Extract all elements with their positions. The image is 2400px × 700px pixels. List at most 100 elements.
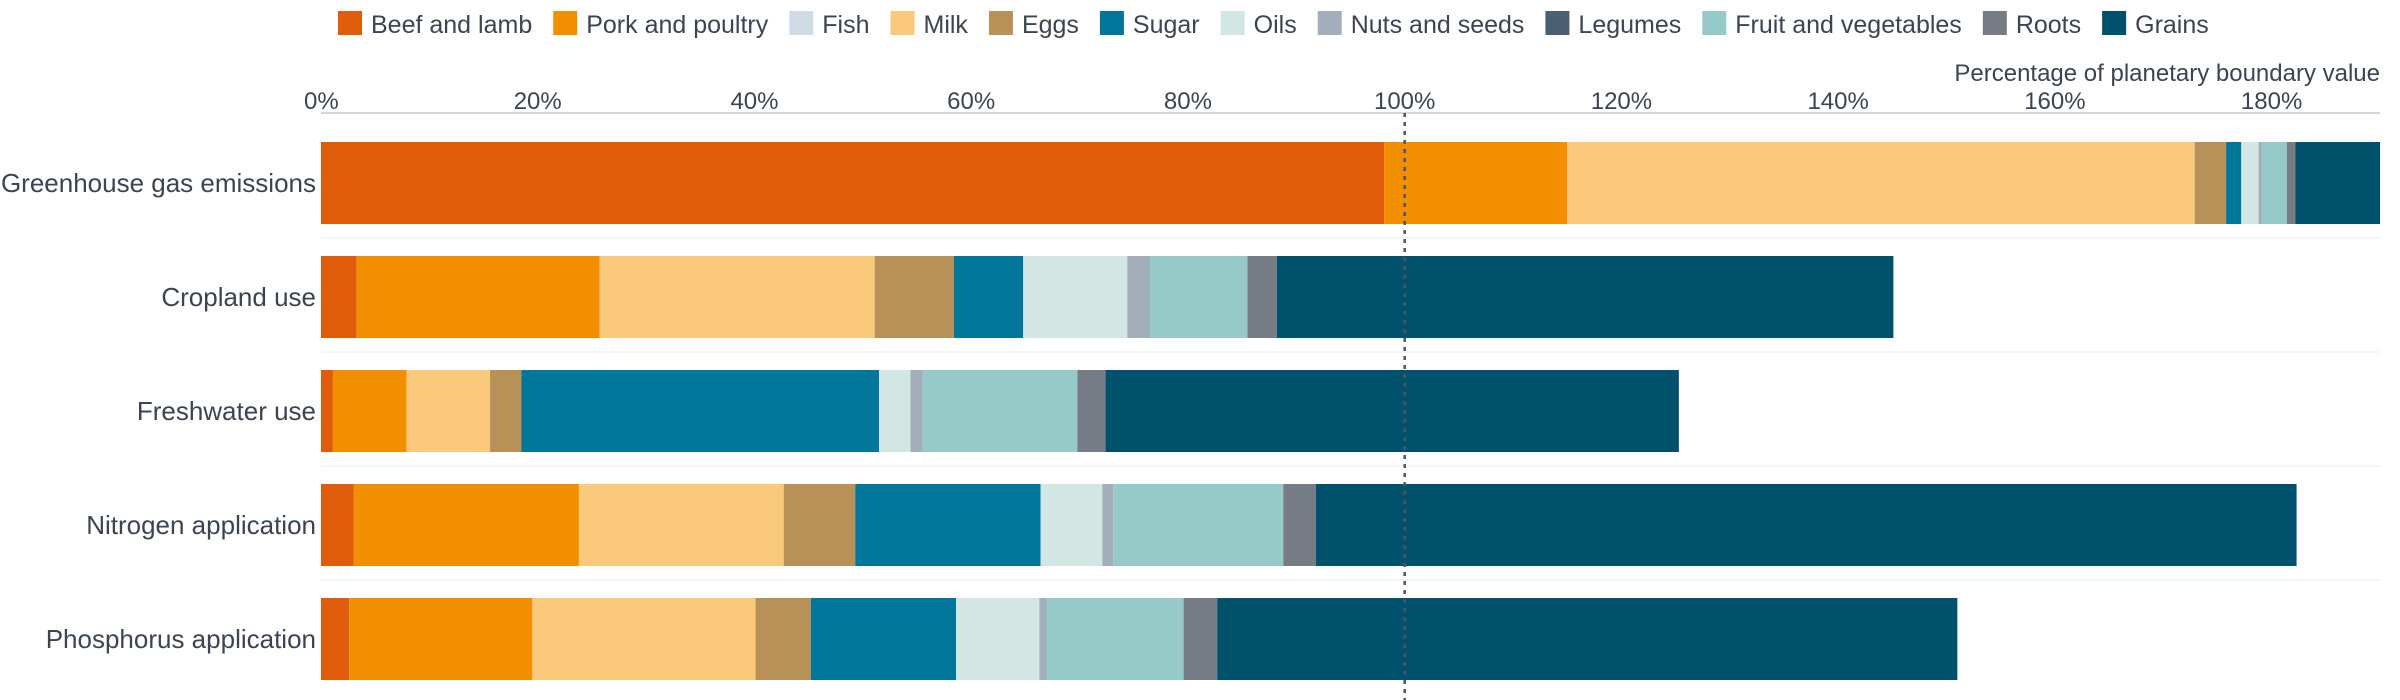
x-tick-label: 0%: [304, 88, 339, 115]
category-label-greenhouse-gas-emissions: Greenhouse gas emissions: [1, 168, 316, 198]
bar-nitrogen-application-eggs: [783, 484, 856, 566]
legend: Beef and lamb Pork and poultry Fish Milk Egg…: [338, 11, 2209, 39]
legend-swatch-sugar: [1099, 11, 1124, 35]
bar-freshwater-use-pork-and-poultry: [332, 370, 407, 452]
bar-phosphorus-application-roots: [1183, 598, 1218, 680]
bar-nitrogen-application-beef-and-lamb: [321, 484, 354, 566]
bar-cropland-use-nuts-and-seeds: [1127, 256, 1151, 338]
bar-nitrogen-application-oils: [1040, 484, 1103, 566]
bar-group-greenhouse-gas-emissions: [321, 142, 2380, 224]
category-label-phosphorus-application: Phosphorus application: [46, 624, 316, 654]
bars: [321, 142, 2380, 680]
legend-label-fruit-and-vegetables: Fruit and vegetables: [1735, 11, 1962, 39]
bar-freshwater-use-oils: [879, 370, 911, 452]
bar-freshwater-use-fruit-and-vegetables: [922, 370, 1078, 452]
bar-group-freshwater-use: [321, 370, 1679, 452]
bar-cropland-use-grains: [1276, 256, 1894, 338]
bar-nitrogen-application-pork-and-poultry: [353, 484, 579, 566]
bar-greenhouse-gas-emissions-sugar: [2226, 142, 2242, 224]
legend-label-roots: Roots: [2016, 11, 2081, 39]
bar-phosphorus-application-milk: [532, 598, 756, 680]
legend-swatch-fish: [789, 11, 814, 35]
bar-greenhouse-gas-emissions-fruit-and-vegetables: [2261, 142, 2287, 224]
bar-greenhouse-gas-emissions-milk: [1567, 142, 2195, 224]
category-label-freshwater-use: Freshwater use: [137, 396, 316, 426]
bar-cropland-use-milk: [599, 256, 875, 338]
x-tick-label: 120%: [1591, 88, 1652, 115]
category-label-nitrogen-application: Nitrogen application: [86, 510, 316, 540]
bar-greenhouse-gas-emissions-pork-and-poultry: [1384, 142, 1568, 224]
bar-freshwater-use-roots: [1077, 370, 1106, 452]
legend-swatch-eggs: [988, 11, 1013, 35]
bar-greenhouse-gas-emissions-beef-and-lamb: [321, 142, 1385, 224]
category-labels: Greenhouse gas emissions Cropland use Fres…: [1, 168, 316, 654]
legend-label-milk: Milk: [924, 11, 969, 39]
legend-swatch-grains: [2102, 11, 2127, 35]
x-tick-label: 100%: [1374, 88, 1435, 115]
legend-swatch-beef-and-lamb: [338, 11, 362, 35]
bar-cropland-use-sugar: [953, 256, 1024, 338]
category-label-cropland-use: Cropland use: [161, 282, 316, 312]
bar-cropland-use-oils: [1023, 256, 1128, 338]
bar-phosphorus-application-fruit-and-vegetables: [1047, 598, 1184, 680]
bar-group-cropland-use: [321, 256, 1894, 338]
bar-greenhouse-gas-emissions-roots: [2286, 142, 2296, 224]
x-tick-label: 140%: [1807, 88, 1868, 115]
x-tick-label: 20%: [514, 88, 562, 115]
bar-phosphorus-application-eggs: [755, 598, 811, 680]
bar-phosphorus-application-nuts-and-seeds: [1039, 598, 1048, 680]
bar-phosphorus-application-grains: [1217, 598, 1958, 680]
legend-swatch-roots: [1982, 11, 2007, 35]
bar-nitrogen-application-grains: [1315, 484, 2297, 566]
gridlines: [321, 237, 2380, 581]
legend-label-legumes: Legumes: [1578, 11, 1681, 39]
legend-swatch-nuts-and-seeds: [1317, 11, 1342, 35]
legend-label-beef-and-lamb: Beef and lamb: [371, 11, 532, 39]
bar-greenhouse-gas-emissions-eggs: [2194, 142, 2227, 224]
legend-label-sugar: Sugar: [1133, 11, 1200, 39]
legend-label-pork-and-poultry: Pork and poultry: [586, 11, 769, 39]
bar-group-phosphorus-application: [321, 598, 1958, 680]
bar-nitrogen-application-nuts-and-seeds: [1102, 484, 1114, 566]
bar-cropland-use-roots: [1247, 256, 1277, 338]
bar-freshwater-use-milk: [406, 370, 491, 452]
bar-phosphorus-application-oils: [956, 598, 1040, 680]
bar-cropland-use-eggs: [874, 256, 954, 338]
x-axis: Percentage of planetary boundary value 0…: [304, 60, 2380, 115]
legend-label-oils: Oils: [1254, 11, 1297, 39]
legend-swatch-legumes: [1545, 11, 1570, 35]
bar-nitrogen-application-sugar: [855, 484, 1041, 566]
x-tick-label: 180%: [2241, 88, 2302, 115]
legend-swatch-pork-and-poultry: [553, 11, 578, 35]
bar-nitrogen-application-milk: [578, 484, 784, 566]
bar-freshwater-use-grains: [1105, 370, 1679, 452]
bar-freshwater-use-sugar: [521, 370, 880, 452]
bar-freshwater-use-eggs: [490, 370, 522, 452]
legend-label-nuts-and-seeds: Nuts and seeds: [1351, 11, 1525, 39]
legend-label-eggs: Eggs: [1022, 11, 1079, 39]
legend-swatch-oils: [1220, 11, 1245, 35]
x-tick-label: 40%: [730, 88, 778, 115]
bar-phosphorus-application-sugar: [810, 598, 957, 680]
bar-greenhouse-gas-emissions-nuts-and-seeds: [2258, 142, 2262, 224]
bar-freshwater-use-nuts-and-seeds: [910, 370, 923, 452]
bar-group-nitrogen-application: [321, 484, 2297, 566]
bar-cropland-use-beef-and-lamb: [321, 256, 357, 338]
bar-freshwater-use-beef-and-lamb: [321, 370, 333, 452]
legend-label-fish: Fish: [822, 11, 869, 39]
x-tick-label: 80%: [1164, 88, 1212, 115]
bar-nitrogen-application-roots: [1283, 484, 1316, 566]
bar-phosphorus-application-beef-and-lamb: [321, 598, 350, 680]
bar-nitrogen-application-fruit-and-vegetables: [1113, 484, 1284, 566]
bar-cropland-use-pork-and-poultry: [356, 256, 600, 338]
legend-swatch-fruit-and-vegetables: [1702, 11, 1727, 35]
bar-greenhouse-gas-emissions-grains: [2295, 142, 2380, 224]
bar-greenhouse-gas-emissions-oils: [2241, 142, 2259, 224]
x-axis-title: Percentage of planetary boundary value: [1954, 60, 2380, 87]
legend-label-grains: Grains: [2135, 11, 2209, 39]
bar-cropland-use-fruit-and-vegetables: [1150, 256, 1248, 338]
x-tick-label: 160%: [2024, 88, 2085, 115]
x-tick-label: 60%: [947, 88, 995, 115]
bar-phosphorus-application-pork-and-poultry: [349, 598, 533, 680]
